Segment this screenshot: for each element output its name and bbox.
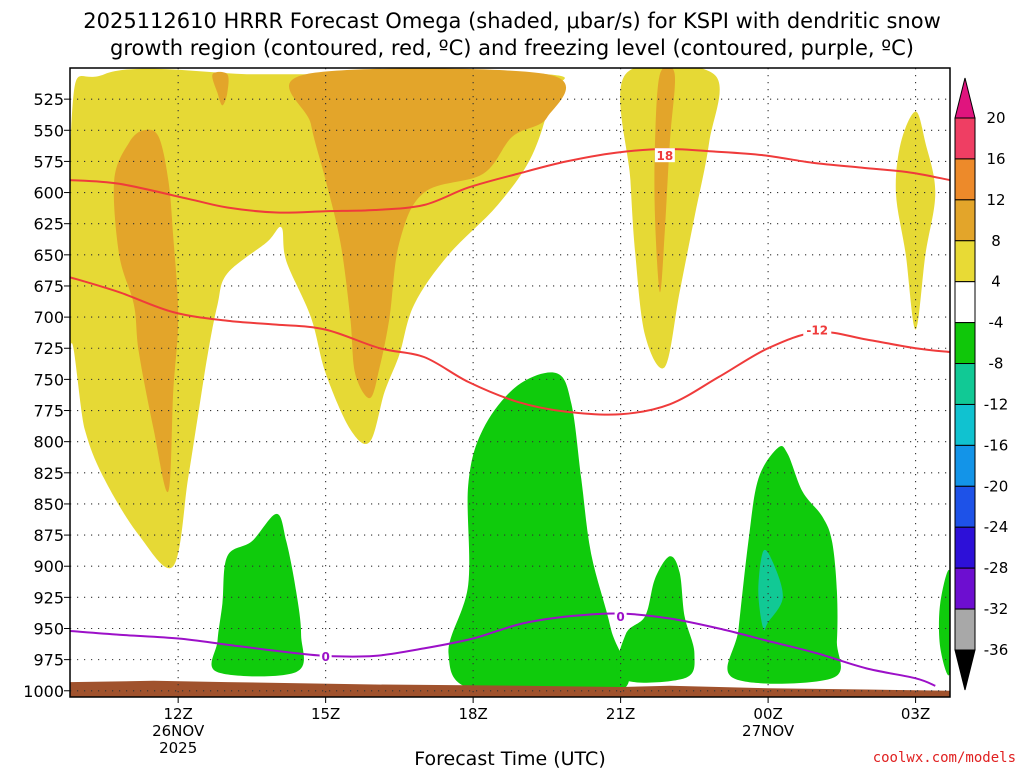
contour-label: 0 [321,650,329,664]
contour-label-bg [319,648,332,663]
colorbar: 20 16 12 8 4 -4 -8 -12 -16 -20 -24 -28 -32 -36 [954,77,1009,691]
colorbar-label: -12 [984,395,1009,413]
omega-region [616,556,695,683]
omega-region [211,513,304,677]
x-tick-year: 2025 [159,739,197,757]
chart-title-line1: 2025112610 HRRR Forecast Omega (shaded, … [83,9,941,33]
terrain-fill [70,680,950,697]
y-axis: 525 550 575 600 625 650 675 700 725 750 775 800 825 8… [23,90,70,701]
y-tick-label: 825 [33,464,64,483]
terrain-layer [70,680,950,697]
y-tick-label: 700 [33,308,64,327]
colorbar-segment [954,363,976,405]
colorbar-label: -8 [989,355,1004,373]
colorbar-segment [954,485,976,528]
x-tick-label: 00Z [753,705,782,723]
omega-region [727,446,841,684]
contour-label: 18 [657,149,674,163]
credit-text: coolwx.com/models [873,750,1016,766]
colorbar-label: -16 [984,436,1009,454]
y-tick-label: 775 [33,402,64,421]
x-tick-label: 21Z [606,705,635,723]
chart-title-line2: growth region (contoured, red, ºC) and f… [110,36,914,60]
y-tick-label: 950 [33,619,64,638]
colorbar-segment [954,608,976,651]
x-tick-date: 26NOV [152,722,205,740]
colorbar-segment [954,322,976,365]
contour-label-bg [803,322,832,337]
y-tick-label: 525 [33,90,64,109]
contour-line [70,612,936,687]
contour-label-bg [614,609,627,624]
colorbar-segment [954,199,976,242]
colorbar-segment [954,117,976,160]
x-tick-label: 12Z [163,705,192,723]
colorbar-label: -4 [989,314,1004,332]
omega-region [758,549,783,631]
omega-shading [70,68,950,697]
x-axis-label: Forecast Time (UTC) [414,748,605,768]
colorbar-label: 4 [991,273,1001,291]
colorbar-label: 20 [986,109,1005,127]
x-tick-label: 18Z [458,705,487,723]
omega-region [212,71,229,106]
colorbar-segment [954,403,976,446]
y-tick-label: 675 [33,277,64,296]
y-tick-label: 725 [33,339,64,358]
colorbar-segment [954,444,976,487]
y-tick-label: 650 [33,246,64,265]
y-tick-label: 600 [33,184,64,203]
colorbar-label: -20 [984,477,1009,495]
contour-label: -12 [806,324,828,338]
y-tick-label: 550 [33,121,64,140]
omega-region [895,111,936,330]
colorbar-segment [954,526,976,569]
colorbar-segment [954,158,976,201]
y-tick-label: 800 [33,433,64,452]
y-tick-label: 925 [33,588,64,607]
colorbar-bottom-arrow [954,649,976,691]
y-tick-label: 875 [33,526,64,545]
plot-frame [69,67,951,698]
y-tick-label: 625 [33,215,64,234]
omega-region [289,68,567,399]
y-tick-label: 1000 [23,682,64,701]
colorbar-label: 8 [991,232,1001,250]
colorbar-label: -28 [984,559,1009,577]
colorbar-segment [954,281,976,324]
colorbar-label: 12 [986,191,1005,209]
colorbar-label: -32 [984,600,1009,618]
y-tick-label: 575 [33,152,64,171]
colorbar-segment [954,240,976,283]
contour-label: 0 [616,610,624,624]
colorbar-top-arrow [954,77,976,119]
omega-region [620,68,720,369]
y-tick-label: 900 [33,557,64,576]
x-tick-label: 03Z [901,705,930,723]
omega-region [70,68,565,697]
x-tick-date: 27NOV [742,722,795,740]
omega-region [654,68,676,293]
x-tick-label: 15Z [311,705,340,723]
contour-label-bg [654,148,675,163]
y-tick-label: 750 [33,370,64,389]
contour-line [70,147,950,214]
colorbar-label: 16 [986,150,1005,168]
colorbar-segment [954,567,976,610]
omega-region [938,569,950,676]
omega-region [113,129,179,493]
y-tick-label: 850 [33,495,64,514]
colorbar-label: -24 [984,518,1009,536]
temperature-contours: 18 -12 0 0 [70,147,950,687]
y-tick-label: 975 [33,651,64,670]
colorbar-label: -36 [984,641,1009,659]
